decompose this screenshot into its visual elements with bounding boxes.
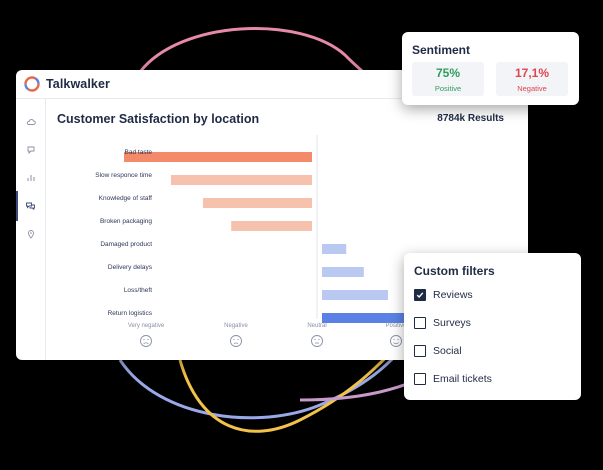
bar-knowledge-of-staff <box>202 198 312 208</box>
filter-label: Social <box>433 345 462 357</box>
sidebar <box>16 99 46 360</box>
bar-slow-responce-time <box>171 175 312 185</box>
category-label: Loss/theft <box>123 287 152 294</box>
category-label: Delivery delays <box>107 264 152 271</box>
category-label: Bad taste <box>124 149 152 156</box>
cloud-icon <box>26 119 36 125</box>
page-title: Customer Satisfaction by location <box>57 112 260 126</box>
filter-surveys[interactable]: Surveys <box>414 317 471 329</box>
speech-bubble-icon <box>27 146 34 155</box>
chat-bubbles-icon <box>26 202 35 211</box>
negative-box: 17,1% Negative <box>496 62 568 96</box>
face-negative-icon <box>230 335 242 347</box>
results-count: 8784k Results <box>437 113 504 124</box>
filter-label: Surveys <box>433 317 471 329</box>
filter-reviews[interactable]: Reviews <box>414 289 473 301</box>
negative-label: Negative <box>517 84 547 93</box>
chart-canvas <box>124 135 405 347</box>
bar-damaged-product <box>322 244 347 254</box>
sidebar-item-analytics[interactable] <box>16 167 45 189</box>
axis-label: Negative <box>224 323 248 329</box>
bar-chart-icon <box>27 175 34 181</box>
category-label: Damaged product <box>100 241 152 248</box>
face-very-negative-icon <box>140 335 152 347</box>
category-label: Broken packaging <box>99 218 152 225</box>
bar-broken-packaging <box>231 221 312 231</box>
sidebar-item-locations[interactable] <box>16 223 45 245</box>
location-pin-icon <box>27 230 34 239</box>
filter-label: Reviews <box>433 289 473 301</box>
social-checkbox[interactable] <box>414 345 426 357</box>
face-positive-icon <box>390 335 402 347</box>
category-label: Knowledge of staff <box>98 195 152 202</box>
custom-filters-card: Custom filters Reviews Surveys Social Em… <box>404 253 581 400</box>
filter-label: Email tickets <box>433 373 492 385</box>
category-label: Return logistics <box>107 310 152 317</box>
sidebar-item-cloud[interactable] <box>16 111 45 133</box>
sidebar-item-mentions[interactable] <box>16 139 45 161</box>
category-label: Slow responce time <box>95 172 152 179</box>
talkwalker-logo-icon <box>24 76 40 92</box>
main-window: Talkwalker <box>16 70 528 360</box>
axis-label: Very negative <box>127 323 165 329</box>
checkmark-icon <box>416 292 424 299</box>
positive-label: Positive <box>434 84 462 93</box>
filters-title: Custom filters <box>414 264 495 278</box>
bar-return-logistics <box>322 313 405 323</box>
axis-label: Positive <box>385 323 407 329</box>
axis-label: Neutral <box>307 323 327 329</box>
satisfaction-chart: Bad taste Slow responce time Knowledge of … <box>46 99 528 360</box>
negative-value: 17,1% <box>514 66 550 80</box>
main-content: Customer Satisfaction by location 8784k … <box>46 99 528 360</box>
bar-delivery-delays <box>322 267 364 277</box>
filter-social[interactable]: Social <box>414 345 462 357</box>
brand-name: Talkwalker <box>46 77 111 91</box>
reviews-checkbox[interactable] <box>414 289 426 301</box>
filter-email-tickets[interactable]: Email tickets <box>414 373 492 385</box>
positive-box: 75% Positive <box>412 62 484 96</box>
face-neutral-icon <box>311 335 323 347</box>
sidebar-item-conversations[interactable] <box>16 191 45 221</box>
top-bar: Talkwalker <box>16 70 528 99</box>
sentiment-card: Sentiment 75% Positive 17,1% Negative <box>402 32 579 105</box>
bar-loss-theft <box>322 290 388 300</box>
surveys-checkbox[interactable] <box>414 317 426 329</box>
bar-bad-taste <box>124 152 312 162</box>
sentiment-title: Sentiment <box>412 43 471 57</box>
email-tickets-checkbox[interactable] <box>414 373 426 385</box>
positive-value: 75% <box>435 66 461 80</box>
